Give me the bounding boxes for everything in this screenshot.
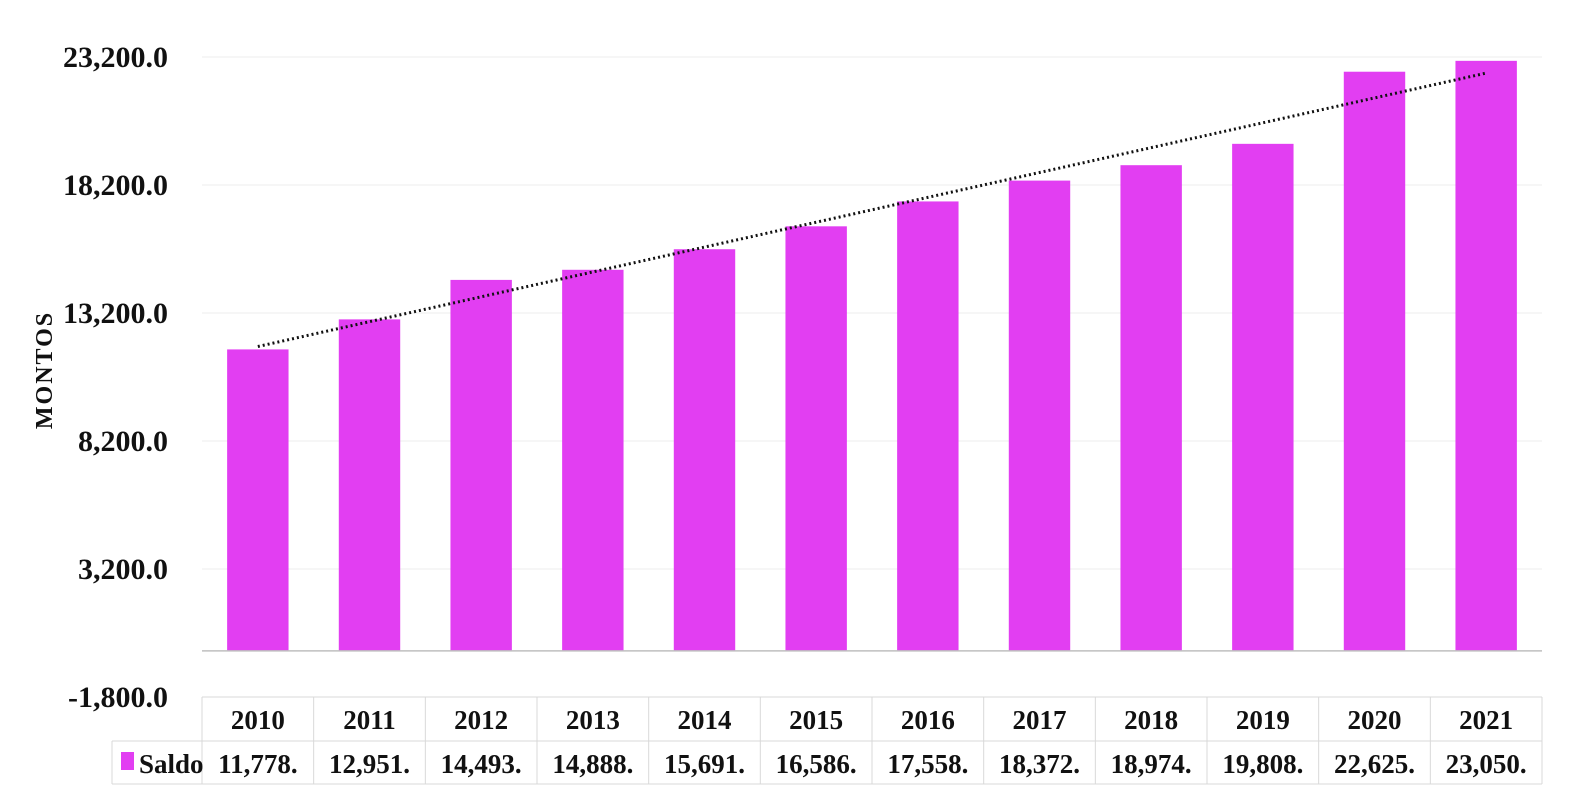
y-tick-label: 18,200.0 (63, 169, 168, 202)
y-tick-label: -1,800.0 (68, 681, 168, 714)
data-label: 19,808. (1222, 749, 1303, 779)
y-axis-ticks: -1,800.0 3,200.0 8,200.0 13,200.0 18,200.0 23… (63, 41, 168, 714)
bar (562, 269, 624, 651)
bar (1455, 60, 1517, 651)
y-tick-label: 3,200.0 (78, 553, 168, 586)
x-category-label: 2017 (1013, 705, 1067, 735)
data-table: 2010 11,778. 2011 12,951. 2012 14,493. 2013 14,… (111, 696, 1543, 785)
x-category-label: 2010 (231, 705, 285, 735)
bar (1008, 180, 1071, 651)
x-category-label: 2019 (1236, 705, 1290, 735)
bar (673, 249, 736, 651)
bar (1232, 143, 1294, 651)
bar (785, 226, 847, 651)
gridlines (202, 56, 1542, 570)
data-label: 22,625. (1334, 749, 1415, 779)
legend-swatch (121, 752, 134, 770)
data-label: 15,691. (664, 749, 745, 779)
bar (227, 349, 289, 651)
x-category-label: 2013 (566, 705, 620, 735)
x-category-label: 2021 (1459, 705, 1513, 735)
bar (1343, 71, 1406, 651)
y-tick-label: 23,200.0 (63, 41, 168, 74)
data-label: 14,888. (552, 749, 633, 779)
x-category-label: 2014 (678, 705, 732, 735)
trendline-line (257, 71, 1487, 348)
data-label: 14,493. (441, 749, 522, 779)
bar (450, 279, 512, 651)
x-category-label: 2016 (901, 705, 955, 735)
trendline (257, 71, 1487, 348)
y-tick-label: 8,200.0 (78, 425, 168, 458)
x-category-label: 2020 (1348, 705, 1402, 735)
y-axis-label: MONTOS (32, 311, 58, 429)
bar (1120, 165, 1182, 651)
data-label: 12,951. (329, 749, 410, 779)
x-category-label: 2015 (789, 705, 843, 735)
data-label: 17,558. (887, 749, 968, 779)
data-label: 18,372. (999, 749, 1080, 779)
data-label: 18,974. (1111, 749, 1192, 779)
bar (897, 201, 959, 651)
y-tick-label: 13,200.0 (63, 297, 168, 330)
x-category-label: 2011 (343, 705, 396, 735)
bars (227, 60, 1517, 651)
data-label: 16,586. (776, 749, 857, 779)
data-label: 23,050. (1446, 749, 1527, 779)
x-category-label: 2012 (454, 705, 508, 735)
x-category-label: 2018 (1124, 705, 1178, 735)
legend-label: Saldo (139, 749, 204, 779)
data-label: 11,778. (218, 749, 298, 779)
bar (338, 319, 401, 651)
